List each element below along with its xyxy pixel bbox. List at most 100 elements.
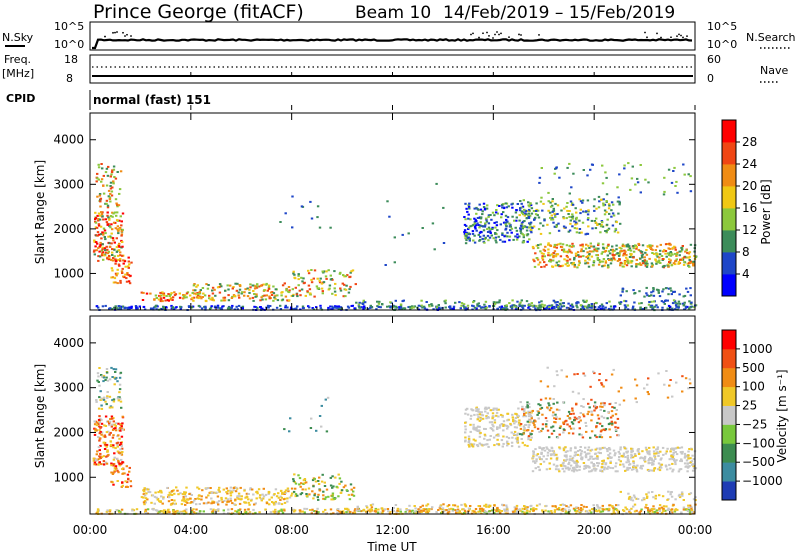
echo-cell bbox=[523, 505, 526, 507]
echo-cell bbox=[226, 284, 229, 287]
echo-cell bbox=[460, 304, 463, 307]
echo-cell bbox=[552, 259, 555, 262]
echo-cell bbox=[330, 498, 333, 501]
echo-cell bbox=[625, 290, 628, 293]
echo-cell bbox=[600, 436, 604, 439]
echo-cell bbox=[236, 308, 239, 311]
echo-cell bbox=[608, 507, 611, 510]
echo-cell bbox=[559, 504, 562, 506]
echo-cell bbox=[98, 250, 101, 253]
echo-cell bbox=[681, 492, 684, 495]
echo-cell bbox=[477, 416, 480, 419]
echo-cell bbox=[600, 198, 603, 201]
echo-cell bbox=[422, 509, 425, 512]
echo-cell bbox=[316, 205, 320, 208]
echo-cell bbox=[243, 294, 246, 297]
echo-cell bbox=[632, 464, 635, 467]
echo-cell bbox=[591, 264, 595, 267]
echo-cell bbox=[645, 249, 648, 251]
echo-cell bbox=[692, 260, 695, 263]
echo-cell bbox=[98, 421, 102, 424]
echo-cell bbox=[92, 250, 96, 253]
echo-cell bbox=[159, 490, 162, 493]
echo-cell bbox=[294, 487, 297, 490]
echo-cell bbox=[310, 417, 313, 420]
echo-cell bbox=[569, 449, 572, 452]
echo-cell bbox=[528, 226, 531, 229]
echo-cell bbox=[543, 261, 546, 264]
echo-cell bbox=[468, 237, 471, 240]
echo-cell bbox=[498, 301, 501, 304]
echo-cell bbox=[577, 255, 581, 258]
echo-cell bbox=[587, 209, 590, 212]
echo-cell bbox=[462, 508, 465, 510]
echo-cell bbox=[249, 283, 252, 286]
echo-cell bbox=[546, 385, 550, 388]
echo-cell bbox=[670, 252, 673, 255]
echo-cell bbox=[636, 177, 639, 180]
echo-cell bbox=[600, 429, 603, 432]
echo-cell bbox=[621, 265, 624, 268]
echo-cell bbox=[541, 423, 545, 426]
echo-cell bbox=[592, 205, 596, 208]
echo-cell bbox=[530, 420, 533, 423]
echo-cell bbox=[546, 451, 550, 454]
echo-cell bbox=[601, 225, 605, 228]
echo-cell bbox=[498, 509, 501, 512]
echo-cell bbox=[113, 456, 116, 459]
echo-cell bbox=[497, 408, 500, 411]
colorbar-segment bbox=[722, 348, 736, 369]
echo-cell bbox=[532, 453, 535, 456]
echo-cell bbox=[601, 243, 605, 246]
echo-cell bbox=[209, 487, 212, 489]
echo-cell bbox=[568, 258, 572, 261]
echo-cell bbox=[511, 436, 514, 439]
echo-cell bbox=[665, 450, 668, 453]
echo-cell bbox=[115, 202, 118, 205]
echo-cell bbox=[672, 468, 675, 471]
echo-cell bbox=[670, 181, 674, 184]
echo-cell bbox=[669, 287, 672, 290]
echo-cell bbox=[579, 208, 582, 211]
echo-cell bbox=[600, 382, 603, 385]
echo-cell bbox=[607, 510, 610, 513]
echo-cell bbox=[535, 202, 538, 205]
echo-cell bbox=[525, 229, 529, 232]
echo-cell bbox=[662, 507, 665, 510]
echo-cell bbox=[472, 443, 476, 446]
echo-cell bbox=[671, 458, 674, 461]
echo-cell bbox=[97, 425, 101, 428]
echo-cell bbox=[602, 204, 605, 207]
echo-cell bbox=[534, 448, 537, 451]
y-tick-label: 1000 bbox=[53, 470, 84, 484]
echo-cell bbox=[302, 277, 305, 280]
echo-cell bbox=[101, 251, 105, 254]
echo-cell bbox=[118, 452, 122, 454]
echo-cell bbox=[395, 306, 399, 309]
echo-cell bbox=[674, 461, 677, 464]
echo-cell bbox=[216, 286, 220, 289]
echo-cell bbox=[321, 292, 324, 295]
echo-cell bbox=[117, 461, 120, 464]
echo-cell bbox=[568, 425, 571, 428]
echo-cell bbox=[104, 251, 108, 254]
colorbar-tick-label: 12 bbox=[742, 223, 757, 237]
echo-cell bbox=[322, 510, 325, 513]
echo-cell bbox=[222, 509, 225, 512]
echo-cell bbox=[102, 258, 105, 261]
echo-cell bbox=[619, 302, 622, 305]
echo-cell bbox=[525, 511, 529, 514]
echo-cell bbox=[165, 306, 168, 309]
echo-cell bbox=[97, 375, 100, 378]
echo-cell bbox=[192, 299, 195, 302]
echo-cell bbox=[211, 289, 214, 292]
echo-cell bbox=[502, 211, 505, 214]
echo-cell bbox=[330, 308, 333, 311]
echo-cell bbox=[666, 447, 669, 450]
echo-cell bbox=[606, 457, 610, 460]
echo-cell bbox=[111, 406, 114, 409]
echo-cell bbox=[229, 489, 232, 492]
echo-cell bbox=[652, 460, 655, 463]
echo-cell bbox=[632, 468, 635, 471]
echo-cell bbox=[482, 229, 486, 232]
